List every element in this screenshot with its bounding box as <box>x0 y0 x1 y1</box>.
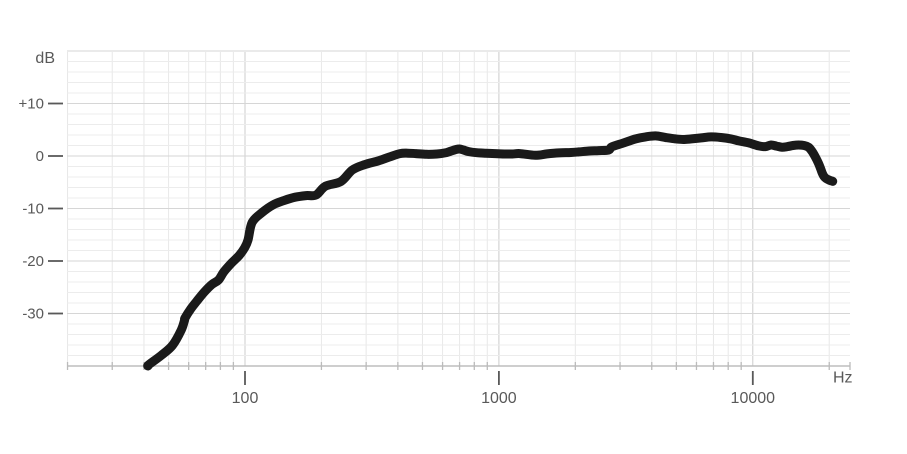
svg-text:+10: +10 <box>19 96 44 113</box>
svg-text:10000: 10000 <box>731 390 776 407</box>
svg-text:100: 100 <box>232 390 259 407</box>
svg-text:0: 0 <box>36 148 44 165</box>
svg-text:1000: 1000 <box>481 390 517 407</box>
svg-text:-20: -20 <box>22 253 44 270</box>
svg-text:-10: -10 <box>22 201 44 218</box>
svg-text:Hz: Hz <box>833 369 853 386</box>
svg-text:-30: -30 <box>22 306 44 323</box>
svg-text:dB: dB <box>35 50 55 67</box>
